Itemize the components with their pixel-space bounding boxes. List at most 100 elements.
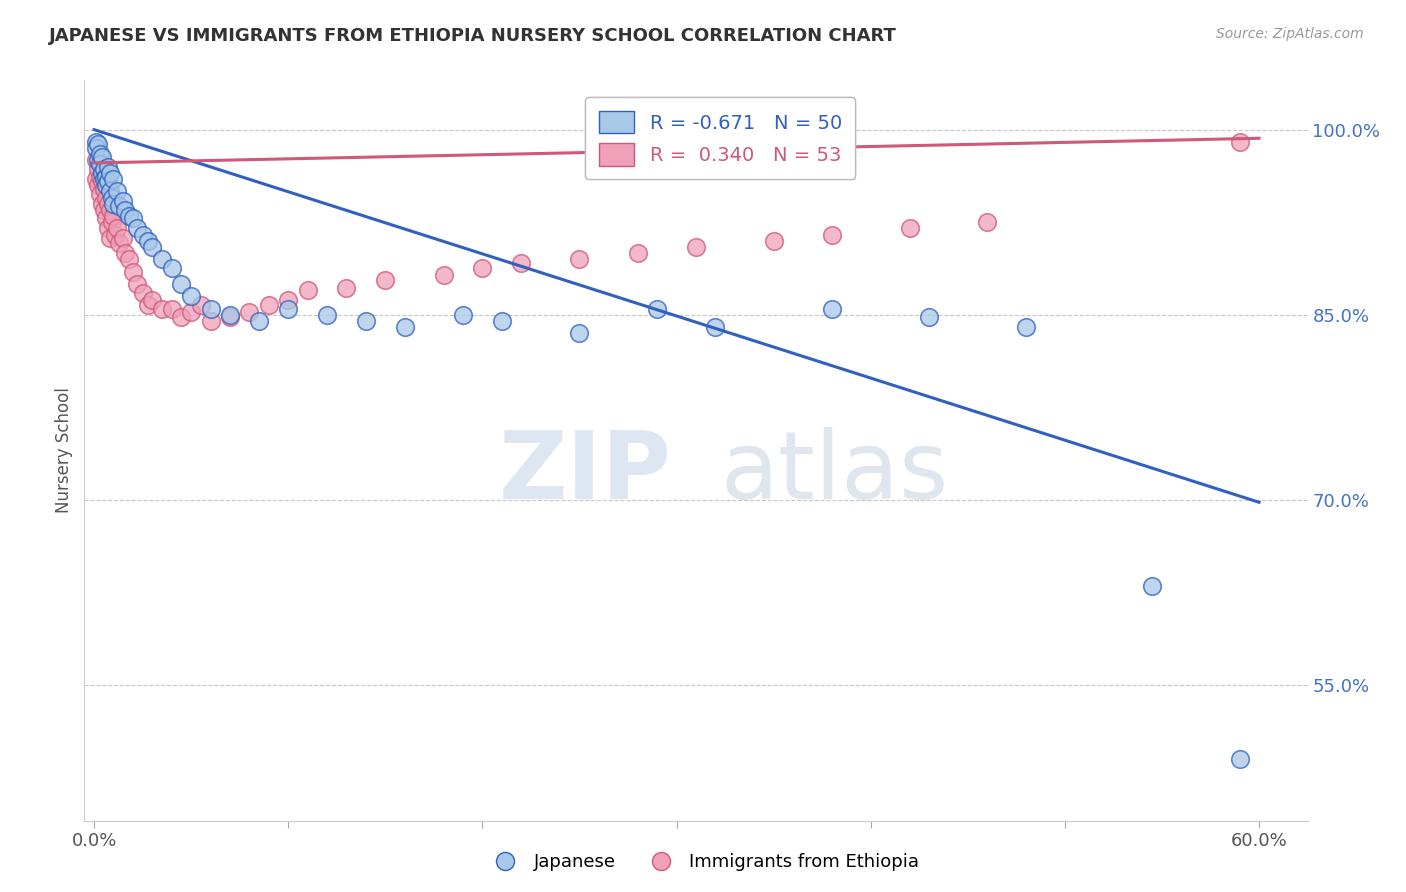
Point <box>821 227 844 242</box>
Point <box>238 305 260 319</box>
Point <box>93 162 115 177</box>
Point <box>90 150 112 164</box>
Point <box>105 185 128 199</box>
Point <box>918 310 941 325</box>
Point <box>1142 579 1164 593</box>
Point <box>200 314 222 328</box>
Point <box>180 289 202 303</box>
Point <box>180 305 202 319</box>
Point <box>84 153 107 168</box>
Point <box>471 260 494 275</box>
Point <box>93 182 115 196</box>
Point <box>112 231 135 245</box>
Point <box>94 190 117 204</box>
Point <box>277 293 299 307</box>
Point <box>131 285 153 300</box>
Point <box>1229 752 1251 766</box>
Point <box>451 308 474 322</box>
Point <box>150 252 173 267</box>
Point <box>89 169 111 184</box>
Point <box>98 231 121 245</box>
Point <box>491 314 513 328</box>
Point <box>103 196 125 211</box>
Point <box>103 209 125 223</box>
Point <box>685 240 707 254</box>
Point <box>108 199 131 213</box>
Point <box>97 221 120 235</box>
Point <box>118 252 141 267</box>
Point <box>122 211 145 226</box>
Point <box>94 211 117 226</box>
Text: atlas: atlas <box>720 426 949 518</box>
Point <box>432 268 454 283</box>
Point <box>114 246 136 260</box>
Point <box>98 202 121 217</box>
Point <box>97 196 120 211</box>
Point <box>160 260 183 275</box>
Point <box>1229 135 1251 149</box>
Point <box>105 221 128 235</box>
Point <box>704 320 727 334</box>
Point <box>93 172 115 186</box>
Point <box>90 166 112 180</box>
Point <box>112 194 135 209</box>
Point <box>976 215 998 229</box>
Point <box>98 166 121 180</box>
Point <box>316 308 339 322</box>
Point <box>568 326 591 341</box>
Point <box>898 221 921 235</box>
Point <box>90 174 112 188</box>
Point <box>103 172 125 186</box>
Point <box>122 264 145 278</box>
Point <box>87 153 110 168</box>
Point <box>170 277 193 291</box>
Point <box>94 169 117 184</box>
Point <box>627 246 650 260</box>
Point <box>84 135 107 149</box>
Point <box>277 301 299 316</box>
Point <box>150 301 173 316</box>
Point <box>125 221 148 235</box>
Point <box>100 215 122 229</box>
Point <box>141 293 163 307</box>
Point <box>190 298 212 312</box>
Point <box>170 310 193 325</box>
Point <box>98 185 121 199</box>
Point <box>257 298 280 312</box>
Point <box>108 236 131 251</box>
Point <box>104 227 127 242</box>
Point <box>200 301 222 316</box>
Text: JAPANESE VS IMMIGRANTS FROM ETHIOPIA NURSERY SCHOOL CORRELATION CHART: JAPANESE VS IMMIGRANTS FROM ETHIOPIA NUR… <box>49 27 897 45</box>
Point <box>335 280 357 294</box>
Point <box>84 172 107 186</box>
Point <box>219 310 242 325</box>
Point <box>394 320 416 334</box>
Point <box>354 314 377 328</box>
Point <box>821 301 844 316</box>
Point <box>1015 320 1038 334</box>
Point <box>114 202 136 217</box>
Point <box>93 202 115 217</box>
Point <box>138 234 160 248</box>
Point <box>87 162 110 177</box>
Point <box>374 273 396 287</box>
Point <box>90 196 112 211</box>
Point <box>94 178 117 193</box>
Point <box>87 137 110 152</box>
Point <box>89 157 111 171</box>
Point <box>131 227 153 242</box>
Text: ZIP: ZIP <box>499 426 672 518</box>
Text: Source: ZipAtlas.com: Source: ZipAtlas.com <box>1216 27 1364 41</box>
Point <box>160 301 183 316</box>
Point <box>510 256 533 270</box>
Point <box>568 252 591 267</box>
Point <box>87 178 110 193</box>
Point <box>247 314 270 328</box>
Point <box>100 190 122 204</box>
Point <box>89 147 111 161</box>
Point <box>97 174 120 188</box>
Point <box>141 240 163 254</box>
Legend: R = -0.671   N = 50, R =  0.340   N = 53: R = -0.671 N = 50, R = 0.340 N = 53 <box>585 97 855 179</box>
Point <box>89 186 111 201</box>
Point <box>219 308 242 322</box>
